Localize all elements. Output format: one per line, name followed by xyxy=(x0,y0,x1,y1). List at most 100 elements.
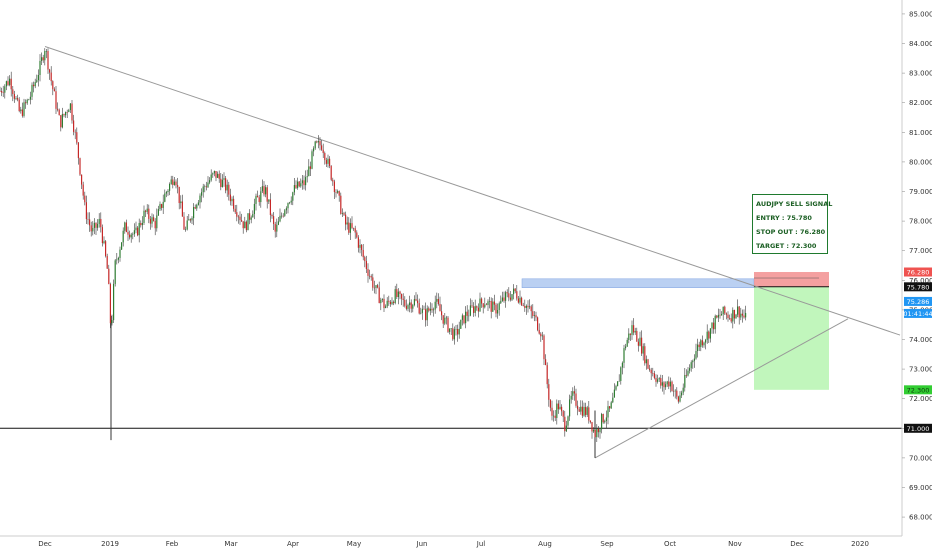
candle-body xyxy=(380,299,382,304)
candle-body xyxy=(273,216,275,225)
candle-body xyxy=(569,399,571,417)
candle-body xyxy=(541,335,543,337)
candle-body xyxy=(466,311,468,316)
candle-body xyxy=(170,179,172,185)
candle-body xyxy=(244,221,246,229)
candle-body xyxy=(252,213,254,218)
candle-body xyxy=(236,212,238,217)
candle-body xyxy=(578,409,580,412)
candle-body xyxy=(25,102,27,104)
time-tick-label: 2019 xyxy=(101,540,119,548)
time-tick-label: Dec xyxy=(790,540,804,548)
candle-body xyxy=(554,415,556,418)
candle-body xyxy=(508,293,510,298)
candle-body xyxy=(473,306,475,313)
candle-body xyxy=(239,216,241,221)
candle-body xyxy=(66,111,68,113)
signal-info-box[interactable]: AUDJPY SELL SIGNAL ENTRY : 75.780 STOP O… xyxy=(752,194,832,254)
candle-body xyxy=(202,186,204,193)
candle-body xyxy=(634,330,636,333)
candle-body xyxy=(313,148,315,152)
candle-body xyxy=(469,305,471,316)
candle-body xyxy=(514,288,516,292)
candle-body xyxy=(521,297,523,306)
ascending-trendline xyxy=(594,318,849,459)
candle-body xyxy=(298,181,300,187)
candle-body xyxy=(297,181,299,188)
candle-body xyxy=(133,230,135,235)
candle-body xyxy=(546,365,548,385)
candle-body xyxy=(308,166,310,177)
candle-body xyxy=(69,103,71,111)
signal-stop: STOP OUT : 76.280 xyxy=(756,228,826,236)
candle-body xyxy=(729,318,731,319)
candle-body xyxy=(449,328,451,332)
candle-body xyxy=(673,390,675,392)
price-tick-label: 69.000 xyxy=(909,484,932,492)
candle-body xyxy=(417,300,419,304)
candle-body xyxy=(189,219,191,221)
candle-body xyxy=(314,141,316,149)
candle-body xyxy=(641,337,643,354)
candle-body xyxy=(303,180,305,186)
candle-body xyxy=(162,201,164,208)
candle-body xyxy=(36,80,38,83)
candle-body xyxy=(425,309,427,321)
candle-body xyxy=(255,195,257,204)
candle-body xyxy=(316,141,318,143)
candle-body xyxy=(577,405,579,410)
candles-layer xyxy=(0,48,747,458)
candle-body xyxy=(562,411,564,417)
candle-body xyxy=(655,377,657,382)
candle-body xyxy=(111,320,113,324)
price-tick-label: 82.000 xyxy=(909,99,932,107)
time-axis[interactable]: Dec 2019 Feb Mar Apr May Jun Jul Aug Sep Oct Nov Dec… xyxy=(0,535,902,548)
candle-body xyxy=(29,96,31,100)
price-label-bg xyxy=(904,282,932,292)
candle-body xyxy=(418,303,420,314)
candle-body xyxy=(740,313,742,318)
candle-body xyxy=(177,185,179,187)
candle-body xyxy=(647,359,649,369)
price-label-bg xyxy=(904,267,932,277)
candle-body xyxy=(497,309,499,314)
candle-body xyxy=(633,325,635,333)
candle-body xyxy=(458,328,460,335)
candle-body xyxy=(20,109,22,112)
candle-body xyxy=(207,182,209,188)
candle-body xyxy=(557,403,559,410)
candle-body xyxy=(327,158,329,164)
candle-body xyxy=(234,208,236,213)
candle-body xyxy=(604,420,606,423)
candle-body xyxy=(396,289,398,298)
candle-body xyxy=(121,242,123,250)
candle-body xyxy=(529,306,531,308)
candle-body xyxy=(194,207,196,209)
candle-body xyxy=(682,387,684,393)
candle-body xyxy=(324,153,326,161)
candle-body xyxy=(407,305,409,309)
candle-body xyxy=(271,214,273,217)
candle-body xyxy=(613,389,615,398)
candle-body xyxy=(362,249,364,258)
candle-body xyxy=(532,311,534,316)
time-tick-label: Dec xyxy=(38,540,52,548)
candle-body xyxy=(453,329,455,340)
candle-body xyxy=(721,314,723,316)
candle-body xyxy=(52,81,54,90)
candle-body xyxy=(695,351,697,359)
candle-body xyxy=(249,213,251,220)
candle-body xyxy=(689,368,691,371)
candle-body xyxy=(581,406,583,416)
candle-body xyxy=(277,221,279,225)
candle-body xyxy=(269,199,271,215)
candle-body xyxy=(338,191,340,196)
candle-body xyxy=(343,213,345,215)
candle-body xyxy=(125,222,127,232)
candle-body xyxy=(679,395,681,402)
candle-body xyxy=(602,414,604,423)
candle-body xyxy=(145,210,147,212)
candle-body xyxy=(285,208,287,211)
